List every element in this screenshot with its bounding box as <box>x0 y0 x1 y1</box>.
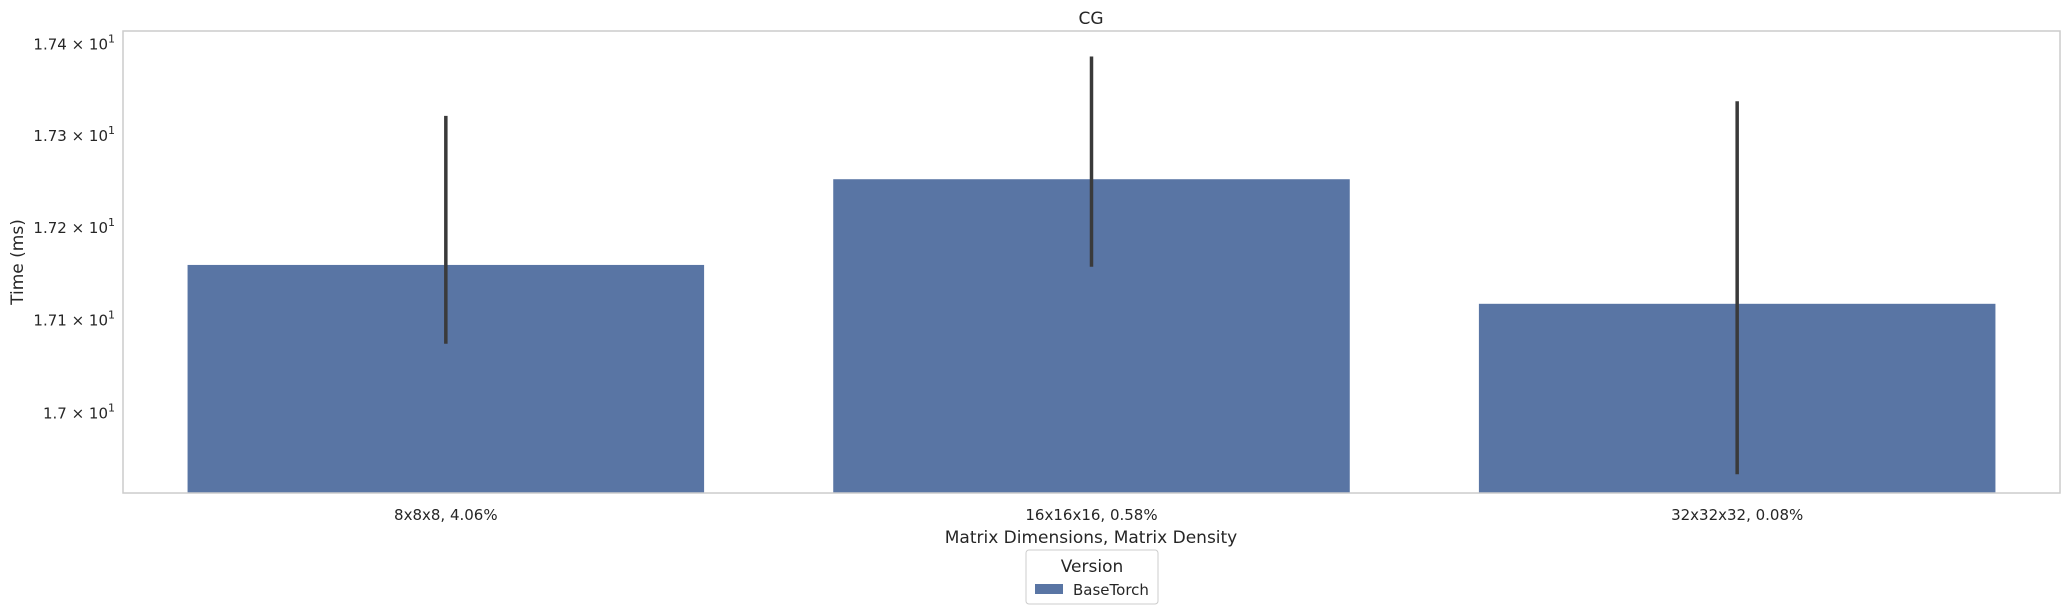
y-tick-label-1: 1.7 × 101 <box>43 402 115 423</box>
error-bars-group <box>444 56 1739 475</box>
y-ticks-group: 1.7 × 101 1.71 × 101 1.72 × 101 1.73 × 101 1… <box>33 33 115 423</box>
chart-title: CG <box>1078 9 1103 29</box>
y-tick-label-2: 1.71 × 101 <box>33 308 115 329</box>
y-axis-label: Time (ms) <box>8 219 28 306</box>
y-tick-label-4: 1.73 × 101 <box>33 124 115 145</box>
x-axis-label: Matrix Dimensions, Matrix Density <box>945 528 1238 548</box>
x-tick-label-3: 32x32x32, 0.08% <box>1671 506 1803 524</box>
x-tick-label-2: 16x16x16, 0.58% <box>1025 506 1157 524</box>
y-tick-label-3: 1.72 × 101 <box>33 216 115 237</box>
legend-title: Version <box>1061 557 1124 577</box>
y-tick-label-5: 1.74 × 101 <box>33 33 115 54</box>
plot-frame <box>122 30 2061 494</box>
x-ticks-group: 8x8x8, 4.06% 16x16x16, 0.58% 32x32x32, 0.0… <box>394 506 1803 524</box>
legend-entry-basetorch: BaseTorch <box>1073 581 1149 599</box>
legend: Version BaseTorch <box>1025 549 1159 605</box>
x-tick-label-1: 8x8x8, 4.06% <box>394 506 498 524</box>
legend-swatch-basetorch <box>1035 584 1063 594</box>
